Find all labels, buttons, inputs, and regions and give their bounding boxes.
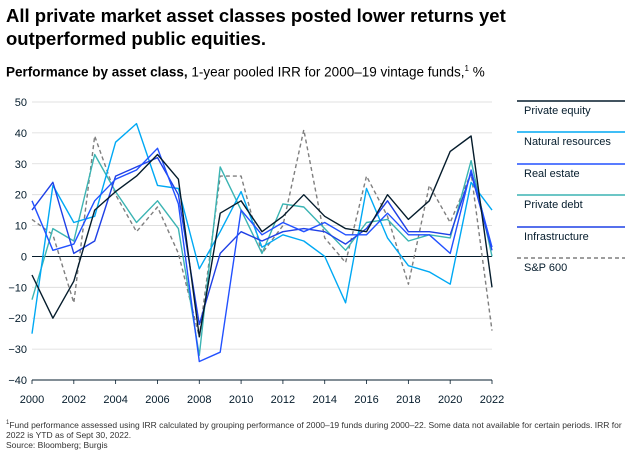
- x-tick-label: 2004: [103, 394, 127, 406]
- x-tick-label: 2020: [438, 394, 462, 406]
- chart-subtitle: Performance by asset class, 1-year poole…: [6, 64, 485, 80]
- y-tick-label: 40: [15, 128, 27, 140]
- source-text: Source: Bloomberg; Burgis: [6, 439, 108, 450]
- x-tick-label: 2022: [480, 394, 504, 406]
- x-tick-label: 2014: [312, 394, 336, 406]
- subtitle-footnote-marker: 1: [464, 64, 469, 73]
- legend-label: Private equity: [524, 105, 591, 117]
- legend-label: Real estate: [524, 168, 580, 180]
- x-axis-ticks: 2000 2002 2004 2006 2008 2010 2012 2014 2016 2018…: [20, 379, 504, 406]
- footnote-marker: 1: [6, 420, 10, 426]
- chart-legend: Private equity Natural resources Real esta…: [517, 100, 625, 274]
- y-tick-label: −20: [8, 313, 27, 325]
- series-line-private-debt: [31, 153, 493, 356]
- y-tick-label: −30: [8, 344, 27, 356]
- y-tick-label: 50: [15, 97, 27, 109]
- y-tick-label: −10: [8, 282, 27, 294]
- x-tick-label: 2002: [62, 394, 86, 406]
- series-line-s-p-600: [31, 129, 493, 338]
- footnote-text: Fund performance assessed using IRR calc…: [6, 419, 622, 440]
- subtitle-unit: %: [469, 64, 485, 80]
- legend-label: S&P 600: [524, 262, 567, 274]
- x-tick-label: 2018: [396, 394, 420, 406]
- y-tick-label: 30: [15, 159, 27, 171]
- y-tick-label: 20: [15, 190, 27, 202]
- series-line-private-equity: [31, 135, 493, 338]
- y-axis-ticks: 50 40 30 20 10 0 −10 −20 −30 −40: [8, 97, 27, 387]
- y-tick-label: −40: [8, 375, 27, 387]
- y-tick-label: 10: [15, 221, 27, 233]
- subtitle-rest: 1-year pooled IRR for 2000–19 vintage fu…: [187, 64, 465, 80]
- subtitle-bold: Performance by asset class,: [6, 64, 188, 80]
- x-tick-label: 2006: [145, 394, 169, 406]
- legend-label: Infrastructure: [524, 231, 589, 243]
- x-tick-label: 2000: [20, 394, 44, 406]
- legend-label: Natural resources: [524, 136, 611, 148]
- x-tick-label: 2010: [229, 394, 253, 406]
- legend-label: Private debt: [524, 199, 583, 211]
- y-tick-label: 0: [21, 251, 27, 263]
- chart-series: [31, 122, 493, 363]
- series-line-natural-resources: [31, 122, 493, 334]
- x-tick-label: 2016: [354, 394, 378, 406]
- chart-title: All private market asset classes posted …: [6, 5, 506, 49]
- series-line-real-estate: [31, 147, 493, 363]
- footnote: 1Fund performance assessed using IRR cal…: [6, 418, 626, 450]
- x-tick-label: 2012: [271, 394, 295, 406]
- x-tick-label: 2008: [187, 394, 211, 406]
- series-line-infrastructure: [31, 156, 493, 326]
